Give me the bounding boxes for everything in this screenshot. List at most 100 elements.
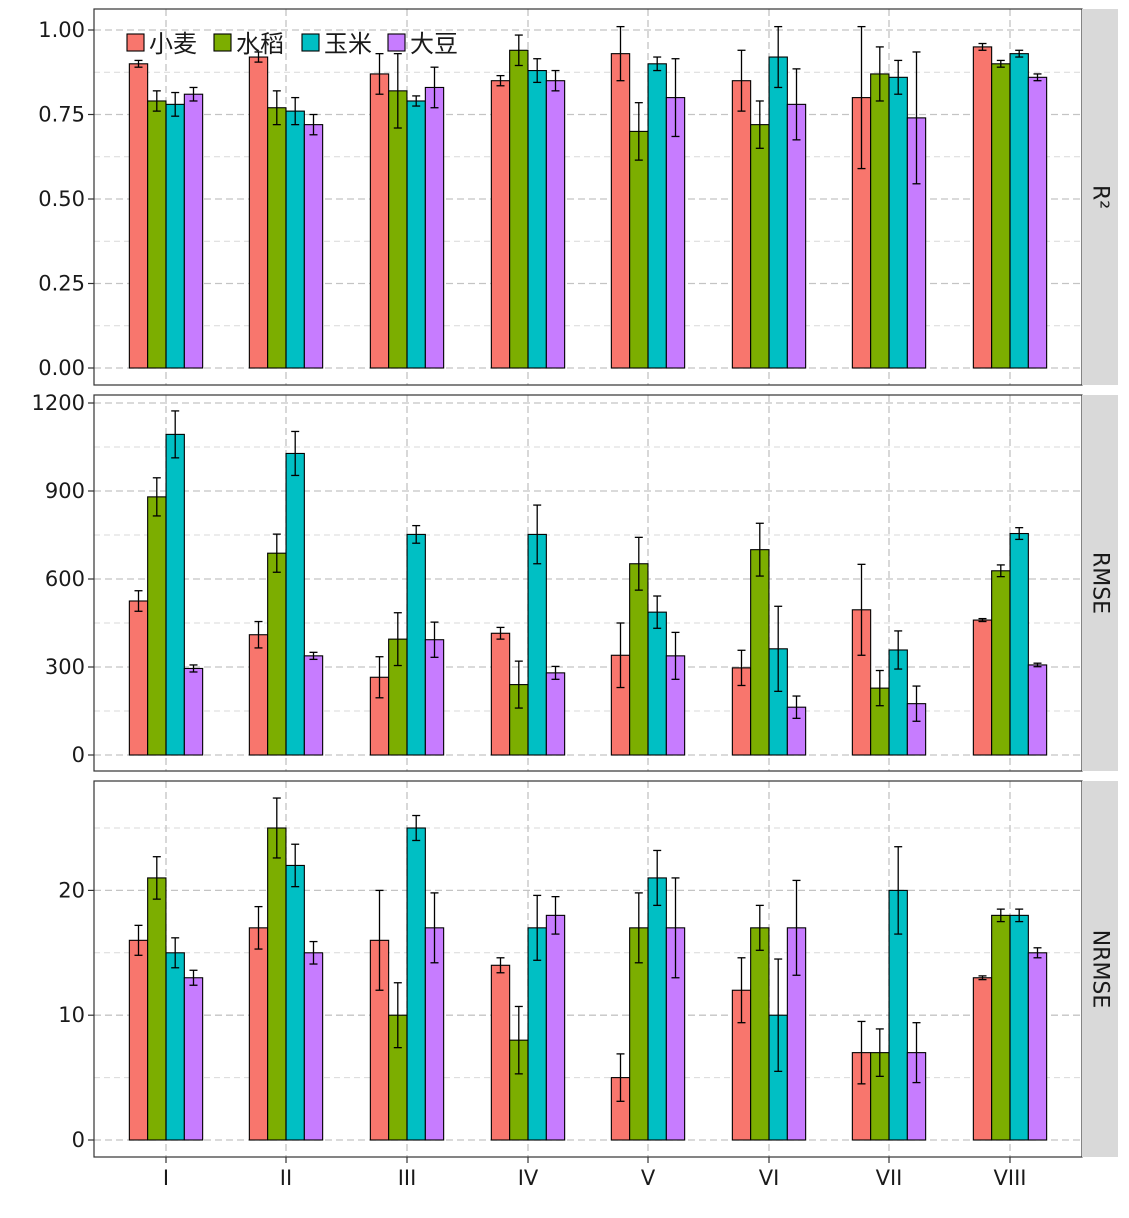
bar-小麦-II xyxy=(248,56,269,369)
error-bar xyxy=(1015,49,1024,58)
bar-水稻-V xyxy=(629,563,649,756)
error-bar xyxy=(616,1053,625,1102)
legend-label: 水稻 xyxy=(236,30,284,58)
error-bar xyxy=(653,849,662,907)
error-bar xyxy=(653,595,662,629)
bar-大豆-I xyxy=(183,93,204,369)
error-bar xyxy=(393,612,402,667)
error-bar xyxy=(514,660,523,709)
bar-玉米-IV xyxy=(527,70,547,369)
facet-strip xyxy=(1082,395,1118,771)
y-tick-label: 0.75 xyxy=(38,103,85,127)
bar-玉米-I xyxy=(165,952,185,1141)
error-bar xyxy=(1015,527,1024,541)
error-bar xyxy=(857,1020,866,1085)
error-bar xyxy=(152,856,161,900)
bar-大豆-IV xyxy=(545,914,566,1141)
bar-水稻-VI xyxy=(750,549,770,756)
bar-小麦-III xyxy=(369,73,390,369)
error-bar xyxy=(291,430,300,477)
error-bar xyxy=(1033,662,1042,668)
error-bar xyxy=(309,940,318,965)
error-bar xyxy=(996,908,1005,923)
bar-水稻-III xyxy=(388,90,408,369)
error-bar xyxy=(894,59,903,95)
error-bar xyxy=(755,904,764,951)
error-bar xyxy=(912,1022,921,1084)
bar-水稻-IV xyxy=(509,49,529,369)
bar-大豆-III xyxy=(424,86,445,369)
bar-小麦-VIII xyxy=(972,46,993,369)
bar-小麦-IV xyxy=(490,632,511,756)
error-bar xyxy=(533,504,542,565)
error-bar xyxy=(254,620,263,649)
panel-background xyxy=(94,9,1082,385)
error-bar xyxy=(774,25,783,89)
error-bar xyxy=(1015,908,1024,923)
bar-玉米-VIII xyxy=(1009,53,1029,369)
error-bar xyxy=(792,68,801,141)
error-bar xyxy=(671,58,680,138)
legend-item: 玉米 xyxy=(301,30,372,58)
bar-大豆-IV xyxy=(545,672,566,756)
bar-水稻-V xyxy=(629,130,649,369)
bar-小麦-II xyxy=(248,927,269,1141)
error-bar xyxy=(1033,73,1042,82)
error-bar xyxy=(755,522,764,577)
legend-item: 大豆 xyxy=(387,30,458,58)
bar-玉米-VIII xyxy=(1009,914,1029,1141)
error-bar xyxy=(996,564,1005,578)
error-bar xyxy=(737,49,746,112)
bar-水稻-VI xyxy=(750,124,770,369)
facet-strip-label: RMSE xyxy=(1088,552,1113,614)
legend-key xyxy=(387,33,406,52)
error-bar xyxy=(551,69,560,92)
panel-background xyxy=(94,781,1082,1157)
facet-strip xyxy=(1082,9,1118,385)
error-bar xyxy=(978,42,987,51)
error-bar xyxy=(412,524,421,544)
error-bar xyxy=(309,113,318,136)
error-bar xyxy=(134,924,143,956)
error-bar xyxy=(875,46,884,102)
panel-2: 0 300 600 900 1200 RMSE xyxy=(32,391,1118,772)
error-bar xyxy=(737,649,746,687)
bar-水稻-II xyxy=(267,827,287,1141)
legend-key xyxy=(126,33,145,52)
bar-小麦-I xyxy=(128,600,149,756)
bar-水稻-II xyxy=(267,107,287,369)
error-bar xyxy=(171,410,180,459)
bar-玉米-I xyxy=(165,433,185,756)
error-bar xyxy=(375,53,384,95)
bar-小麦-IV xyxy=(490,964,511,1141)
bar-水稻-I xyxy=(147,496,167,756)
error-bar xyxy=(189,86,198,102)
error-bar xyxy=(291,96,300,126)
bar-玉米-III xyxy=(406,100,426,369)
error-bar xyxy=(254,905,263,950)
y-tick-label: 0 xyxy=(72,1128,85,1152)
error-bar xyxy=(912,685,921,722)
error-bar xyxy=(496,74,505,87)
error-bar xyxy=(912,51,921,185)
error-bar xyxy=(996,59,1005,68)
error-bar xyxy=(496,957,505,974)
error-bar xyxy=(792,695,801,719)
bar-玉米-III xyxy=(406,827,426,1141)
y-tick-label: 10 xyxy=(58,1003,85,1027)
error-bar xyxy=(774,958,783,1073)
x-tick-label: V xyxy=(641,1166,656,1190)
y-tick-label: 0 xyxy=(72,743,85,767)
error-bar xyxy=(393,53,402,129)
bar-大豆-IV xyxy=(545,80,566,369)
bar-大豆-I xyxy=(183,977,204,1141)
error-bar xyxy=(875,669,884,707)
error-bar xyxy=(616,25,625,82)
bar-大豆-I xyxy=(183,667,204,756)
bar-大豆-II xyxy=(303,952,324,1141)
error-bar xyxy=(616,622,625,689)
bar-水稻-VIII xyxy=(991,570,1011,756)
legend-label: 玉米 xyxy=(324,30,372,58)
facet-strip xyxy=(1082,781,1118,1157)
y-tick-label: 0.50 xyxy=(38,187,85,211)
